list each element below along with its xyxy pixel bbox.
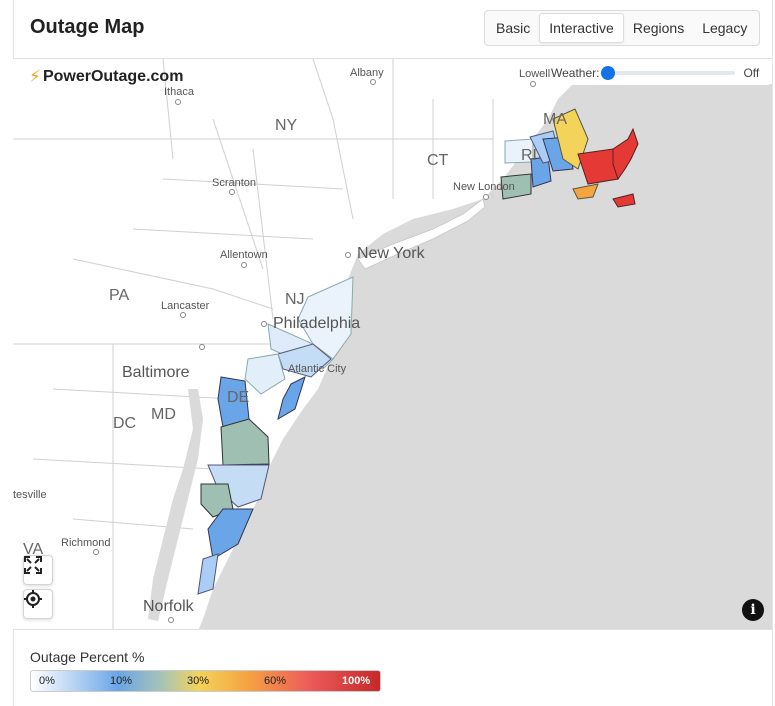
state-label-va: VA	[23, 541, 44, 558]
ma-cape-cod	[612, 127, 639, 181]
tab-basic[interactable]: Basic	[496, 20, 531, 36]
city-tesville: tesville	[13, 489, 47, 501]
nj-county-5	[277, 376, 306, 421]
city-lowell: Lowell	[519, 68, 551, 80]
city-marker	[93, 549, 99, 555]
legend-color-scale	[30, 670, 381, 692]
bolt-icon: ⚡	[29, 67, 41, 86]
legend-tick-30: 30%	[187, 675, 210, 687]
de-county-sussex	[220, 418, 270, 466]
city-baltimore: Baltimore	[122, 364, 190, 381]
legend-tick-0: 0%	[39, 675, 55, 687]
legend-tick-100: 100%	[342, 675, 371, 687]
ct-county-east	[500, 173, 532, 200]
state-label-ct: CT	[427, 152, 449, 169]
tab-regions[interactable]: Regions	[632, 20, 685, 36]
city-albany: Albany	[350, 67, 384, 79]
outage-map[interactable]: ⚡ PowerOutage.com Weather: Off NY MA CT …	[13, 58, 772, 630]
state-label-de: DE	[227, 389, 250, 406]
tab-legacy[interactable]: Legacy	[702, 20, 748, 36]
legend-title: Outage Percent %	[30, 649, 145, 665]
state-label-ma: MA	[543, 111, 567, 128]
state-label-nj: NJ	[285, 291, 305, 308]
weather-slider[interactable]	[601, 66, 736, 80]
legend-tick-10: 10%	[110, 675, 133, 687]
state-label-md: MD	[151, 406, 176, 423]
brand-name: PowerOutage.com	[42, 68, 184, 85]
city-norfolk: Norfolk	[143, 598, 194, 615]
city-marker	[370, 79, 376, 85]
weather-label: Weather:	[551, 66, 600, 80]
state-label-ny: NY	[275, 117, 298, 134]
ma-nantucket	[612, 193, 636, 208]
city-marker	[180, 312, 186, 318]
view-tabs: Basic Interactive Regions Legacy	[484, 10, 760, 46]
city-marker	[241, 262, 247, 268]
brand-logo: ⚡ PowerOutage.com	[29, 67, 183, 87]
city-scranton: Scranton	[212, 177, 257, 189]
weather-value: Off	[743, 66, 760, 80]
page-title: Outage Map	[30, 16, 145, 38]
city-marker	[168, 617, 174, 623]
county-boundaries	[13, 59, 494, 629]
state-label-pa: PA	[109, 287, 130, 304]
city-allentown: Allentown	[220, 249, 268, 261]
fullscreen-button[interactable]	[23, 555, 53, 585]
city-lancaster: Lancaster	[161, 300, 210, 312]
nj-county-4	[244, 353, 286, 395]
city-marker	[345, 252, 351, 258]
city-marker	[261, 321, 267, 327]
md-shore-3	[207, 508, 254, 560]
city-marker	[229, 189, 235, 195]
state-label-dc: DC	[113, 415, 137, 432]
tab-interactive[interactable]: Interactive	[539, 13, 624, 43]
ocean-area	[198, 84, 772, 629]
nj-county-3	[277, 343, 332, 378]
state-label-ri: RI	[521, 147, 537, 164]
expand-icon	[24, 556, 42, 574]
city-atlantic-city: Atlantic City	[288, 363, 347, 375]
city-new-york: New York	[357, 245, 425, 262]
city-richmond: Richmond	[61, 537, 111, 549]
locate-button[interactable]	[23, 589, 53, 619]
long-island	[357, 198, 486, 270]
map-canvas	[13, 59, 772, 629]
city-new-london: New London	[453, 181, 515, 193]
city-philadelphia: Philadelphia	[273, 315, 361, 332]
city-marker	[199, 344, 205, 350]
city-marker	[175, 99, 181, 105]
weather-toggle[interactable]: Weather: Off	[547, 61, 769, 85]
chesapeake-bay	[148, 389, 203, 621]
legend-tick-60: 60%	[264, 675, 287, 687]
city-marker	[530, 81, 536, 87]
info-icon[interactable]: i	[742, 599, 764, 621]
city-marker	[483, 194, 489, 200]
ma-martha-vineyard	[572, 183, 599, 200]
city-ithaca: Ithaca	[164, 86, 194, 98]
crosshair-icon	[24, 590, 42, 608]
weather-slider-knob[interactable]	[601, 66, 616, 80]
va-shore	[197, 553, 219, 595]
